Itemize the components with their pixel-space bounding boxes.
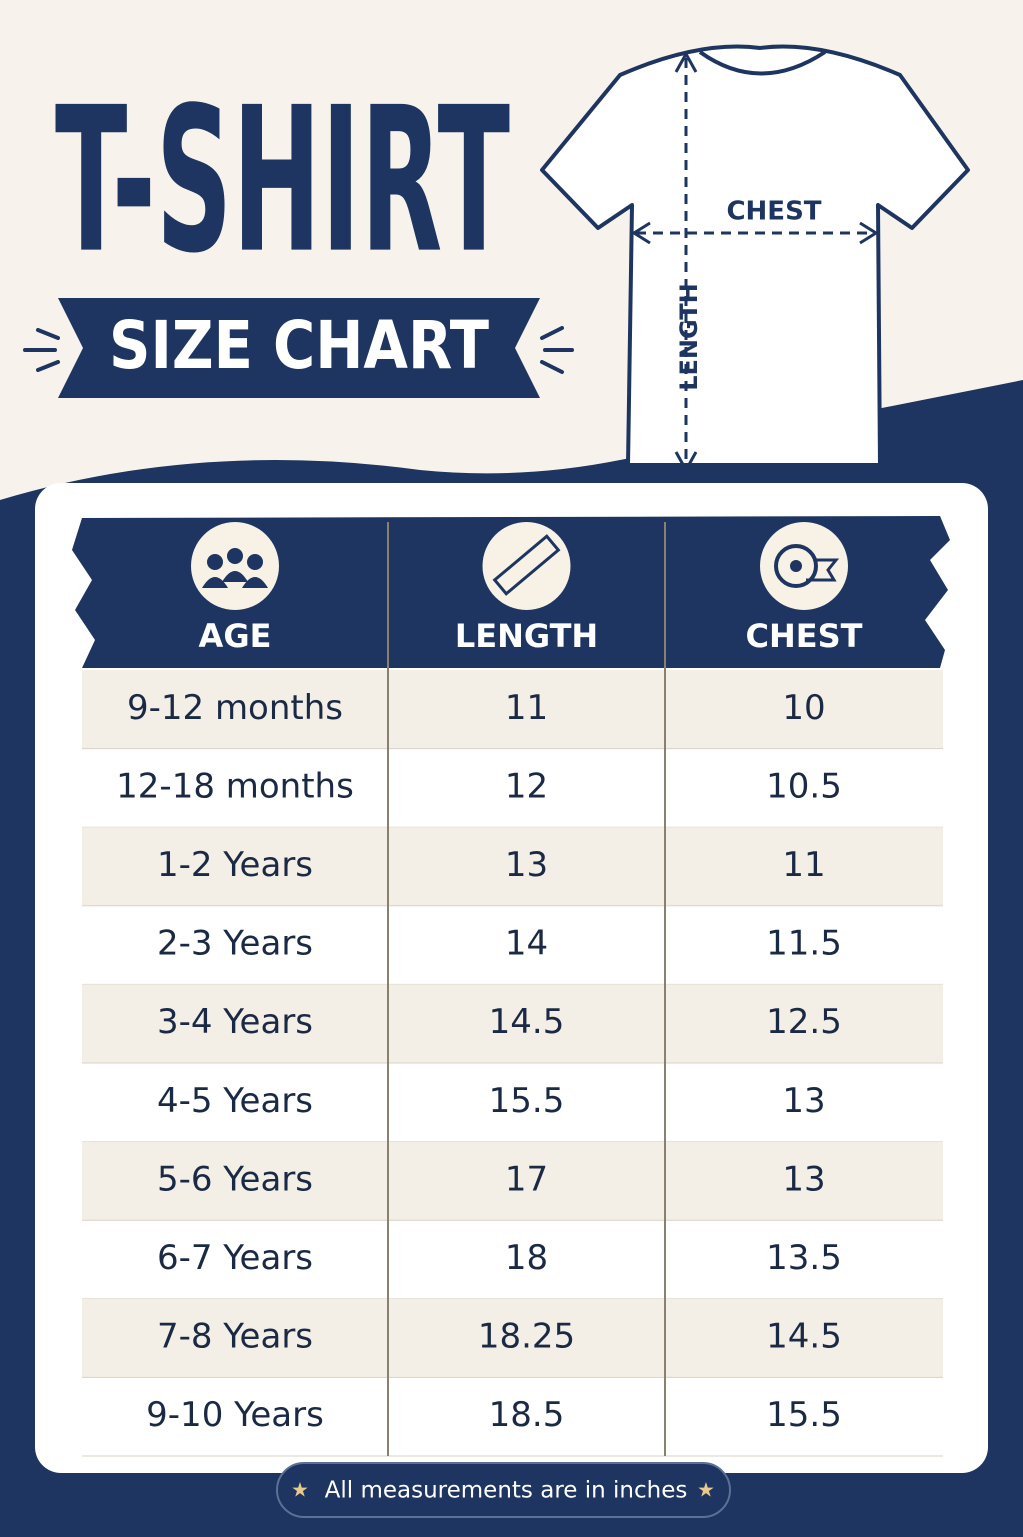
table-cell: 12.5	[766, 1002, 842, 1042]
brush-strokes	[878, 380, 1023, 475]
table-cell: 4-5 Years	[157, 1081, 313, 1121]
table-cell: 11	[782, 845, 825, 885]
table-cell: 18	[505, 1238, 548, 1278]
table-cell: 15.5	[489, 1081, 565, 1121]
row-background	[82, 827, 943, 906]
table-cell: 5-6 Years	[157, 1159, 313, 1199]
people-icon	[227, 548, 243, 564]
chest-arrowheads	[631, 221, 879, 245]
table-cell: 15.5	[766, 1395, 842, 1435]
people-icon	[202, 577, 228, 588]
chest-label: CHEST	[726, 197, 821, 227]
footer-note: All measurements are in inches	[325, 1478, 688, 1504]
table-cell: 14.5	[766, 1317, 842, 1357]
row-background	[82, 1141, 943, 1221]
table: 9-12 months 11 10 12-18 months 12 10.5 1-2 Yea…	[82, 522, 943, 1457]
ruler-icon	[492, 534, 561, 596]
table-cell: 7-8 Years	[157, 1317, 313, 1357]
subtitle: SIZE CHART	[109, 307, 489, 384]
table-cell: 11	[505, 688, 548, 728]
table-cell: 14.5	[489, 1002, 565, 1042]
row-background	[82, 984, 943, 1063]
table-cell: 10.5	[766, 766, 842, 806]
table-cell: 10	[782, 688, 825, 728]
table-cell: 17	[505, 1159, 548, 1199]
column-header: AGE	[199, 617, 272, 655]
column-icon	[760, 522, 848, 610]
table-cell: 1-2 Years	[157, 845, 313, 885]
column-header: LENGTH	[455, 617, 598, 655]
row-background	[82, 670, 943, 749]
star-icon: ★	[291, 1478, 309, 1502]
people-icon	[242, 577, 268, 588]
table-cell: 13	[782, 1081, 825, 1121]
star-icon: ★	[697, 1478, 715, 1502]
table-cell: 14	[505, 924, 548, 964]
table-cell: 9-10 Years	[146, 1395, 324, 1435]
table-cell: 9-12 months	[127, 688, 343, 728]
table-cell: 13.5	[766, 1238, 842, 1278]
tape-icon	[790, 560, 802, 572]
banner-accents	[23, 326, 574, 374]
tape-icon	[806, 558, 840, 582]
people-icon	[247, 554, 263, 570]
table-cell: 12-18 months	[116, 766, 354, 806]
tape-icon	[774, 544, 818, 588]
footer-pill	[276, 1462, 731, 1518]
length-arrowheads	[674, 50, 698, 474]
column-icon	[482, 522, 571, 610]
table-cell: 18.5	[489, 1395, 565, 1435]
column-icon	[191, 522, 279, 610]
tshirt-collar	[698, 50, 827, 76]
table-cell: 12	[505, 766, 548, 806]
length-label: LENGTH	[675, 283, 703, 391]
row-background	[82, 1298, 943, 1378]
column-header: CHEST	[746, 617, 863, 655]
people-icon	[207, 554, 223, 570]
table-cell: 13	[782, 1159, 825, 1199]
table-cell: 18.25	[478, 1317, 575, 1357]
table-cell: 13	[505, 845, 548, 885]
people-icon	[222, 571, 248, 582]
table-cell: 11.5	[766, 924, 842, 964]
tshirt-outline	[540, 44, 970, 467]
title: T-SHIRT	[55, 65, 510, 298]
table-cell: 6-7 Years	[157, 1238, 313, 1278]
table-cell: 3-4 Years	[157, 1002, 313, 1042]
table-cell: 2-3 Years	[157, 924, 313, 964]
subtitle-banner	[58, 298, 540, 398]
